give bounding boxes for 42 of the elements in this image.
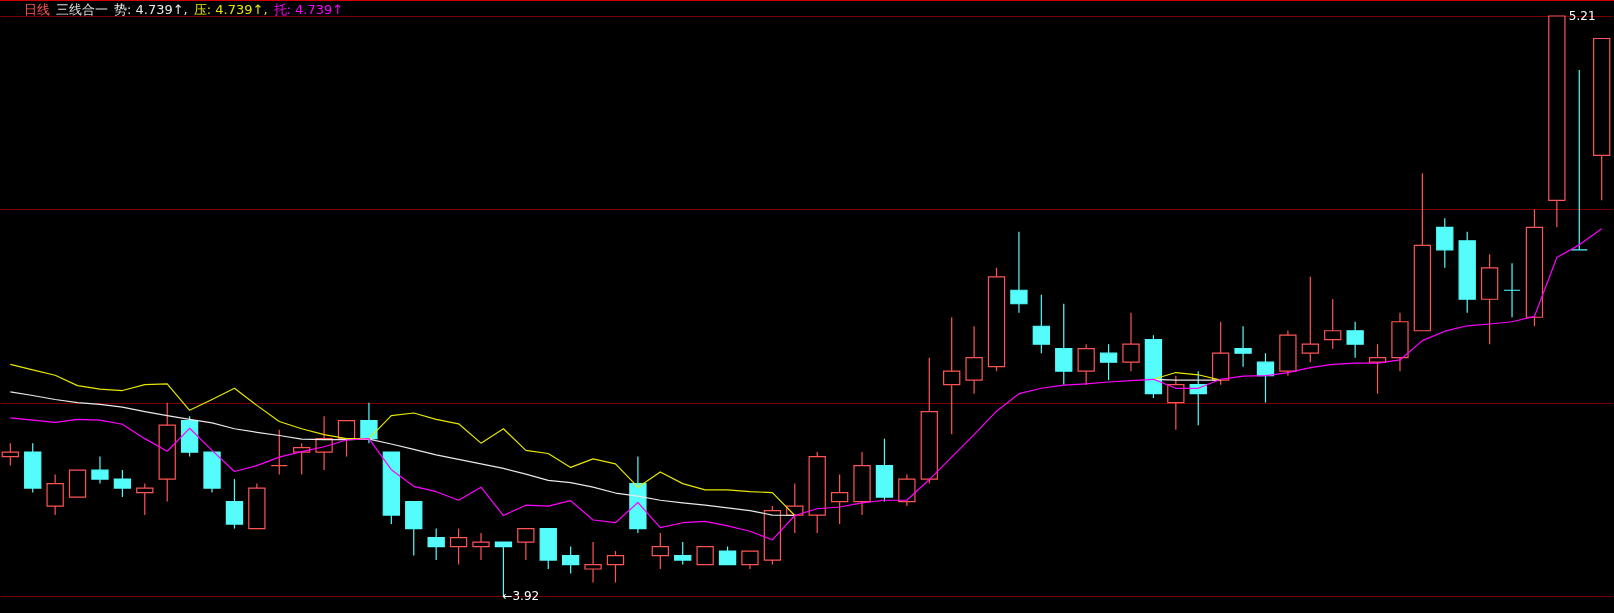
annotation: 势: 4.739↑, bbox=[114, 2, 188, 17]
candlestick bbox=[225, 478, 244, 530]
candlestick bbox=[1055, 303, 1073, 386]
candlestick bbox=[136, 483, 154, 516]
chart-subtitle: 三线合一 bbox=[56, 2, 108, 17]
candlestick bbox=[1122, 312, 1140, 372]
candlestick bbox=[1570, 69, 1588, 251]
candlestick bbox=[1324, 298, 1342, 350]
chart-title: 日线 bbox=[24, 2, 50, 17]
candlestick bbox=[1301, 276, 1319, 363]
candlestick bbox=[337, 420, 356, 458]
candlestick bbox=[1503, 262, 1521, 318]
candlestick bbox=[561, 545, 580, 575]
candlestick bbox=[1346, 321, 1364, 359]
candlestick bbox=[943, 316, 961, 435]
candlestick bbox=[270, 429, 288, 476]
candlestick bbox=[91, 456, 109, 485]
candlestick bbox=[1167, 375, 1185, 431]
candlestick bbox=[427, 527, 445, 561]
candlestick bbox=[898, 474, 916, 507]
candlestick bbox=[472, 532, 490, 561]
candlestick bbox=[584, 541, 602, 584]
candlestick bbox=[1234, 325, 1252, 368]
candlestick bbox=[449, 527, 468, 566]
candlestick bbox=[965, 325, 983, 395]
candlestick bbox=[1077, 343, 1095, 386]
annotation: 5.21 bbox=[1568, 9, 1596, 23]
candlestick bbox=[606, 550, 625, 584]
candlestick bbox=[674, 541, 692, 566]
candlestick bbox=[113, 469, 132, 498]
candlestick bbox=[360, 402, 378, 444]
candlestick bbox=[517, 527, 535, 561]
annotation: 压: 4.739↑, bbox=[193, 2, 268, 17]
annotation: 托: 4.739↑ bbox=[273, 2, 344, 17]
candlestick bbox=[830, 474, 849, 525]
candlestick bbox=[1099, 343, 1118, 381]
annotation: ←3.92 bbox=[502, 589, 540, 603]
candlestick bbox=[1436, 217, 1454, 269]
candlestick bbox=[651, 532, 669, 570]
candlestick bbox=[1032, 294, 1051, 354]
candlestick bbox=[1010, 231, 1028, 314]
candlestick bbox=[46, 474, 64, 516]
